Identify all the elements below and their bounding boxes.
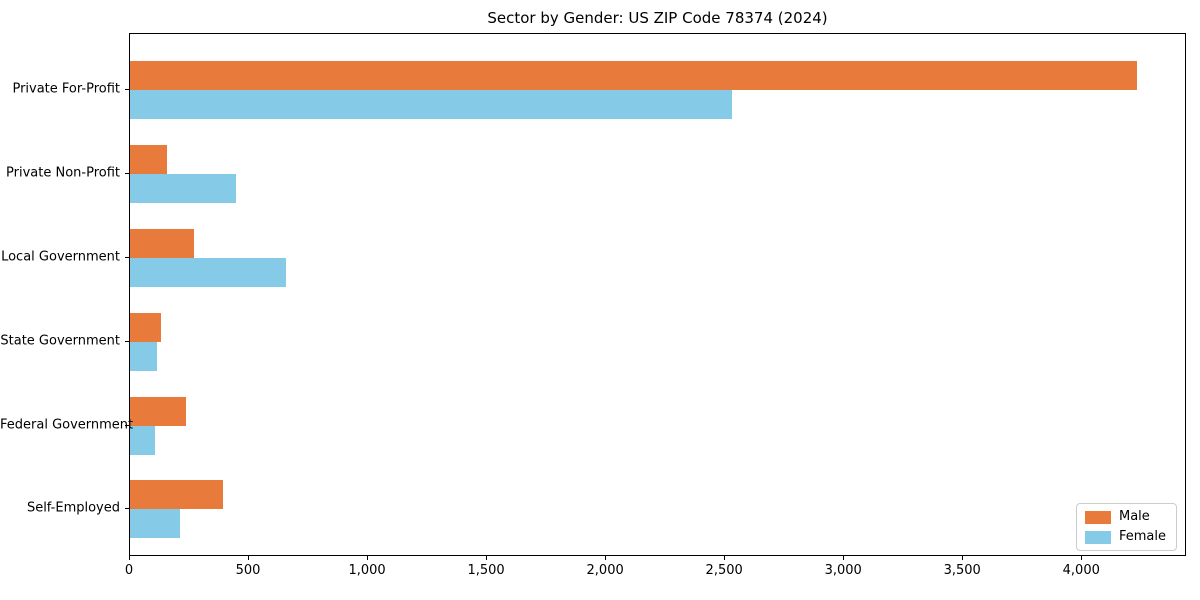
- bar-female-federal-government: [130, 425, 155, 455]
- bar-male-private-for-profit: [130, 61, 1137, 91]
- plot-area: Male Female: [129, 33, 1186, 556]
- x-tick-mark: [1081, 556, 1083, 560]
- y-axis-label: Private For-Profit: [12, 81, 120, 97]
- bar-female-local-government: [130, 257, 286, 287]
- legend-entry-female: Female: [1084, 529, 1166, 544]
- x-tick-label: 1,500: [467, 563, 505, 578]
- x-tick-label: 4,000: [1062, 563, 1100, 578]
- x-tick-mark: [248, 556, 250, 560]
- bar-male-private-non-profit: [130, 145, 167, 175]
- y-axis-label: Self-Employed: [26, 500, 120, 516]
- x-tick-label: 0: [124, 563, 134, 578]
- x-tick-label: 500: [235, 563, 261, 578]
- x-tick-mark: [129, 556, 130, 560]
- x-tick-label: 3,500: [943, 563, 981, 578]
- female-legend-swatch: [1084, 530, 1111, 544]
- bar-female-private-for-profit: [130, 90, 732, 120]
- y-tick-mark: [125, 508, 129, 510]
- y-tick-mark: [125, 340, 129, 342]
- legend-label-male: Male: [1118, 509, 1150, 524]
- x-tick-label: 2,500: [705, 563, 743, 578]
- bar-female-private-non-profit: [130, 174, 236, 204]
- y-axis-label: Federal Government: [0, 417, 134, 432]
- x-tick-mark: [367, 556, 369, 560]
- x-tick-label: 1,000: [348, 563, 386, 578]
- x-tick-mark: [843, 556, 845, 560]
- legend-label-female: Female: [1118, 529, 1166, 544]
- bar-male-federal-government: [130, 396, 186, 426]
- x-tick-label: 3,000: [824, 563, 862, 578]
- y-axis-label: State Government: [0, 333, 120, 349]
- x-tick-mark: [486, 556, 488, 560]
- y-tick-mark: [125, 173, 129, 175]
- x-tick-mark: [605, 556, 607, 560]
- bar-male-self-employed: [130, 480, 223, 510]
- y-axis-label: Private Non-Profit: [6, 165, 120, 181]
- y-tick-mark: [125, 256, 129, 258]
- bar-female-state-government: [130, 341, 157, 371]
- x-tick-label: 2,000: [586, 563, 624, 578]
- male-legend-swatch: [1084, 510, 1111, 524]
- bar-male-state-government: [130, 312, 161, 342]
- legend-entry-male: Male: [1084, 509, 1166, 524]
- x-tick-mark: [724, 556, 726, 560]
- bar-female-self-employed: [130, 509, 180, 539]
- bar-male-local-government: [130, 228, 194, 258]
- legend: Male Female: [1075, 503, 1177, 551]
- y-tick-mark: [125, 424, 129, 426]
- y-tick-mark: [125, 89, 129, 91]
- chart-title: Sector by Gender: US ZIP Code 78374 (202…: [487, 9, 828, 27]
- y-axis-label: Local Government: [1, 249, 120, 265]
- x-tick-mark: [962, 556, 964, 560]
